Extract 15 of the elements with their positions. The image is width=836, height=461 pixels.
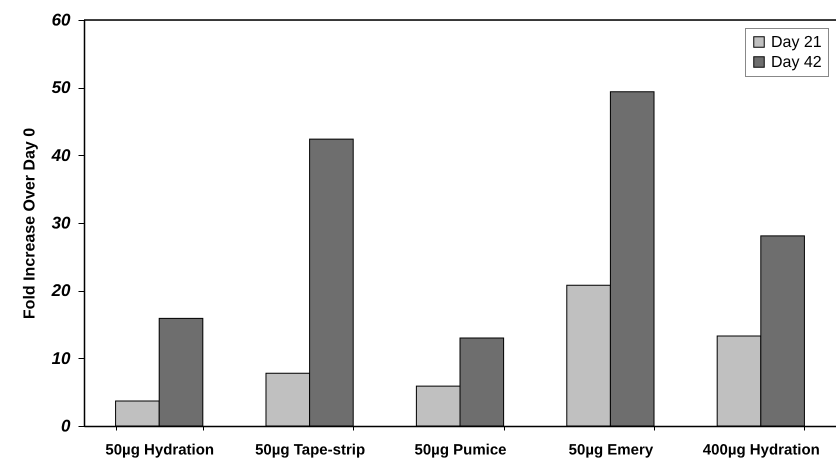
x-tick-label: 50µg Hydration — [105, 442, 214, 458]
y-tick-label: 20 — [50, 281, 72, 300]
y-axis-title: Fold Increase Over Day 0 — [22, 128, 39, 320]
legend-label: Day 42 — [771, 54, 822, 71]
y-tick-label: 40 — [50, 146, 72, 165]
y-tick-label: 50 — [52, 78, 72, 98]
y-tick-label: 60 — [52, 10, 72, 30]
x-tick-label: 50µg Pumice — [414, 442, 507, 458]
x-tick-label: 50µg Emery — [568, 442, 654, 458]
y-tick-label: 10 — [52, 348, 72, 368]
legend-label: Day 21 — [771, 34, 822, 51]
x-tick-label: 400µg Hydration — [702, 442, 820, 458]
x-tick-label: 50µg Tape-strip — [255, 442, 366, 458]
y-tick-label: 0 — [61, 416, 72, 436]
y-tick-label: 30 — [52, 214, 72, 232]
